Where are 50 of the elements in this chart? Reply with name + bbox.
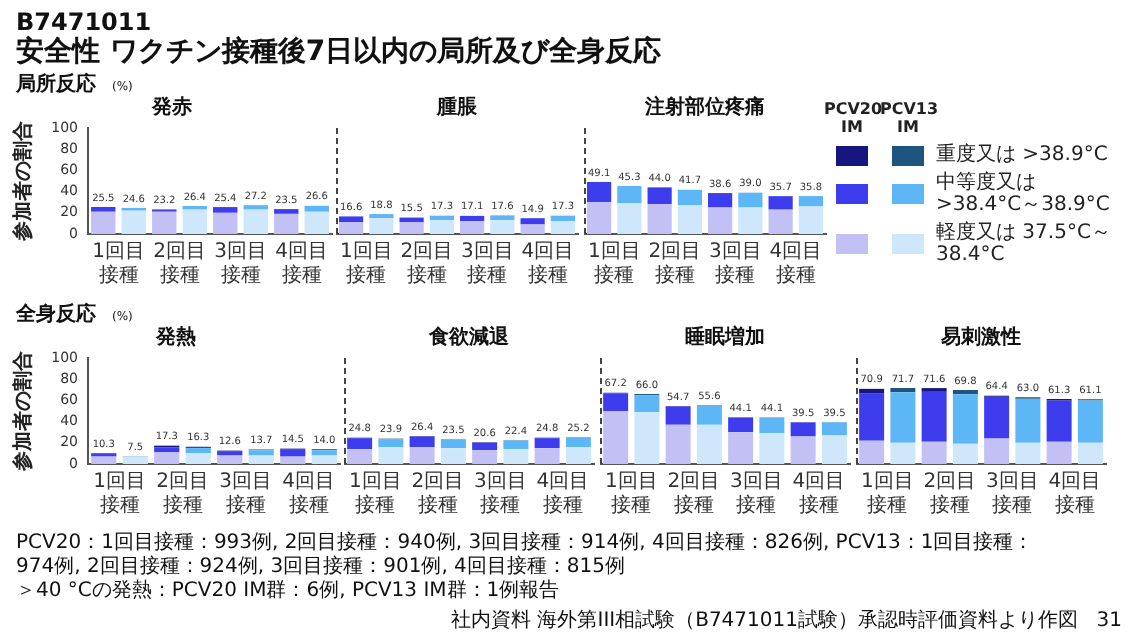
x-tick-label: 2回目接種 — [400, 241, 454, 288]
text: 31 — [1096, 610, 1122, 634]
x-tick-label: 2回目接種 — [411, 471, 465, 518]
y-axis-title: 参加者の割合 — [11, 119, 36, 243]
chart-title: 発赤 — [150, 95, 192, 120]
legend-label: 重度又は >38.9°C — [936, 144, 1110, 166]
x-tick-label: 3回目接種 — [214, 241, 267, 288]
x-tick-label: 3回目接種 — [460, 241, 514, 288]
x-tick-label: 3回目接種 — [219, 471, 272, 518]
x-tick-label: 4回目接種 — [282, 471, 335, 518]
x-tick-label: 1回目接種 — [348, 471, 402, 518]
annotation: PCV20 IM — [824, 100, 883, 136]
x-tick-label: 1回目接種 — [339, 241, 393, 288]
text: 安全性 ワクチン接種後7日以内の局所及び全身反応 — [16, 36, 662, 70]
text: 局所反応 — [16, 70, 96, 98]
text: PCV20：1回目接種：993例, 2回目接種：940例, 3回目接種：914例, 4回目接種：826例, PCV13：1回目接種：974例, 2回目接種：924例, 3回目接種：901例, 4回目接種：815例 — [16, 532, 1036, 579]
x-tick-label: 4回目接種 — [275, 241, 328, 288]
x-tick-label: 2回目接種 — [648, 241, 702, 288]
text: 社内資料 海外第III相試験（B7471011試験）承認時評価資料より作図 — [451, 610, 1078, 634]
text: B7471011 — [16, 8, 154, 36]
x-tick-label: 1回目接種 — [604, 471, 658, 518]
legend-label: 軽度又は 37.5°C～38.4°C — [936, 222, 1113, 266]
x-tick-label: 2回目接種 — [156, 471, 209, 518]
x-tick-label: 4回目接種 — [769, 241, 823, 288]
text: PCV13 IM — [880, 100, 939, 136]
y-axis-title: 参加者の割合 — [11, 349, 36, 473]
chart-title: 腫脹 — [435, 95, 479, 120]
x-tick-label: 1回目接種 — [860, 471, 914, 518]
x-tick-label: 2回目接種 — [667, 471, 721, 518]
x-tick-label: 4回目接種 — [521, 241, 575, 288]
chart-title: 注射部位疼痛 — [643, 95, 765, 120]
legend-label: 中等度又は >38.4°C～38.9°C — [936, 172, 1112, 216]
x-tick-label: 4回目接種 — [1048, 471, 1102, 518]
x-tick-label: 2回目接種 — [153, 241, 206, 288]
text: ＞40 °Cの発熱：PCV20 IM群：6例, PCV13 IM群：1例報告 — [16, 580, 562, 604]
chart-title: 睡眠増加 — [685, 325, 765, 350]
x-tick-label: 3回目接種 — [708, 241, 762, 288]
chart-title: 易刺激性 — [939, 325, 1021, 350]
x-tick-label: 2回目接種 — [923, 471, 977, 518]
x-tick-label: 1回目接種 — [93, 471, 146, 518]
text: 全身反応 — [16, 300, 96, 328]
chart-title: 食欲減退 — [427, 325, 511, 350]
x-tick-label: 4回目接種 — [792, 471, 846, 518]
x-tick-label: 3回目接種 — [729, 471, 783, 518]
x-tick-label: 1回目接種 — [92, 241, 145, 288]
x-tick-label: 3回目接種 — [985, 471, 1039, 518]
x-tick-label: 4回目接種 — [536, 471, 590, 518]
x-tick-label: 1回目接種 — [587, 241, 641, 288]
chart-title: 発熱 — [154, 325, 196, 350]
x-tick-label: 3回目接種 — [473, 471, 527, 518]
